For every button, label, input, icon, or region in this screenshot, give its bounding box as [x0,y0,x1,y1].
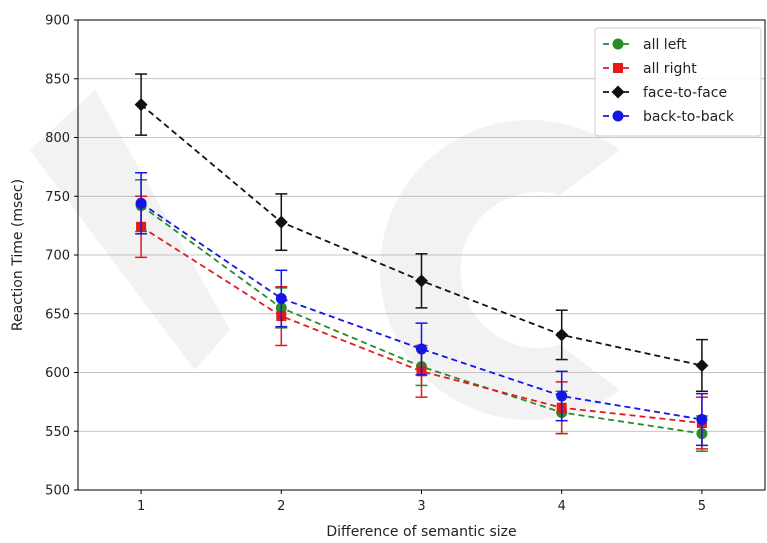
y-tick-label: 900 [45,14,70,29]
legend: all left all right face-to-face back-to-bac… [594,27,762,137]
y-tick-label: 750 [45,190,70,205]
legend-marker [612,110,624,122]
y-tick-label: 550 [45,425,70,440]
data-point [135,197,147,209]
legend-box [594,27,762,137]
data-point [556,390,568,402]
legend-item: all left [603,37,687,53]
data-point [274,215,288,229]
legend-label: face-to-face [643,85,727,101]
data-point [275,292,287,304]
y-tick-label: 500 [45,484,70,499]
legend-item: face-to-face [603,85,727,101]
y-axis-title: Reaction Time (msec) [10,179,26,331]
data-point [695,358,709,372]
data-point [416,343,427,355]
plot-frame [77,19,766,491]
y-tick-label: 700 [45,249,70,264]
y-tick-label: 650 [45,307,70,322]
x-axis-title: Difference of semantic size [326,524,516,540]
x-tick-label: 3 [417,499,425,514]
y-tick-label: 850 [45,72,70,87]
legend-item: all right [603,61,697,77]
x-tick-label: 4 [558,499,566,514]
legend-item: back-to-back [603,109,735,125]
legend-label: all left [643,37,687,53]
y-tick-label: 600 [45,366,70,381]
x-tick-label: 2 [277,499,285,514]
legend-marker [613,63,623,73]
series-back-to-back [135,172,708,447]
series-face-to-face [134,73,709,393]
legend-label: all right [643,61,697,77]
data-point [555,328,569,342]
data-point [134,98,148,112]
series-line [140,226,703,424]
data-point [415,274,428,288]
legend-label: back-to-back [643,109,735,125]
x-tick-label: 1 [137,499,145,514]
x-tick-label: 5 [698,499,706,514]
legend-marker [612,38,624,50]
watermark [30,90,620,420]
legend-marker [611,85,625,99]
series-line [140,202,703,421]
y-tick-label: 800 [45,131,70,146]
data-point [696,414,708,425]
